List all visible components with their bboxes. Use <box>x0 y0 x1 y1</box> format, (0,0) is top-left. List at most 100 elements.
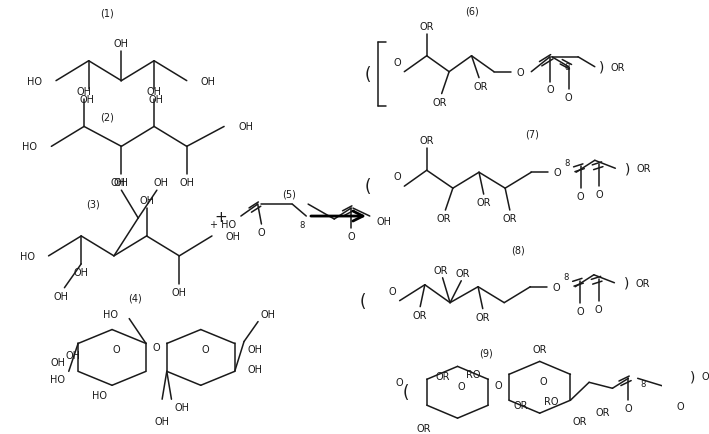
Text: O: O <box>113 345 121 355</box>
Text: OR: OR <box>513 400 528 410</box>
Text: OH: OH <box>261 309 276 319</box>
Text: O: O <box>546 84 554 94</box>
Text: OH: OH <box>74 267 89 277</box>
Text: OR: OR <box>701 372 709 381</box>
Text: OR: OR <box>503 214 517 224</box>
Text: RO: RO <box>467 369 481 379</box>
Text: O: O <box>595 304 603 314</box>
Text: O: O <box>389 286 396 296</box>
Text: ): ) <box>625 162 630 176</box>
Text: (6): (6) <box>464 7 479 17</box>
Text: OH: OH <box>247 345 262 355</box>
Text: OR: OR <box>637 164 652 174</box>
Text: O: O <box>393 172 401 182</box>
Text: +: + <box>214 209 227 224</box>
Text: OH: OH <box>226 231 241 241</box>
Text: OR: OR <box>417 423 431 433</box>
Text: ): ) <box>598 61 604 75</box>
Text: O: O <box>553 282 560 292</box>
Text: (1): (1) <box>101 9 114 19</box>
Text: (9): (9) <box>479 348 493 358</box>
Text: 8: 8 <box>640 379 646 388</box>
Text: HO: HO <box>50 375 65 385</box>
Text: OH: OH <box>238 122 253 132</box>
Text: OH: OH <box>148 94 164 104</box>
Text: OR: OR <box>436 214 451 224</box>
Text: OH: OH <box>79 94 94 104</box>
Text: HO: HO <box>92 390 107 400</box>
Text: O: O <box>393 58 401 68</box>
Text: OR: OR <box>476 197 491 207</box>
Text: + HO: + HO <box>210 220 236 230</box>
Text: OR: OR <box>413 310 428 320</box>
Text: OH: OH <box>155 416 169 426</box>
Text: O: O <box>201 345 209 355</box>
Text: OH: OH <box>114 39 129 49</box>
Text: (4): (4) <box>128 293 143 303</box>
Text: OR: OR <box>476 312 490 322</box>
Text: O: O <box>554 168 562 178</box>
Text: HO: HO <box>20 251 35 261</box>
Text: O: O <box>625 403 632 413</box>
Text: O: O <box>347 231 355 241</box>
Text: 8: 8 <box>564 158 569 168</box>
Text: HO: HO <box>103 309 118 319</box>
Text: O: O <box>516 68 524 78</box>
Text: (: ( <box>364 178 371 196</box>
Text: O: O <box>396 378 403 388</box>
Text: O: O <box>495 380 503 390</box>
Text: OR: OR <box>573 416 587 426</box>
Text: (8): (8) <box>511 245 525 255</box>
Text: HO: HO <box>27 76 42 86</box>
Text: (: ( <box>364 66 371 83</box>
Text: OR: OR <box>420 136 434 146</box>
Text: ): ) <box>690 369 696 384</box>
Text: OR: OR <box>432 97 447 107</box>
Text: (: ( <box>403 383 409 401</box>
Text: OR: OR <box>596 407 610 417</box>
Text: OH: OH <box>147 86 162 96</box>
Text: O: O <box>565 92 572 102</box>
Text: HO: HO <box>23 142 38 152</box>
Text: (7): (7) <box>525 129 539 139</box>
Text: (3): (3) <box>86 199 100 209</box>
Text: (5): (5) <box>282 189 296 199</box>
Text: OH: OH <box>77 86 91 96</box>
Text: O: O <box>677 401 684 411</box>
Text: OH: OH <box>66 351 81 361</box>
Text: O: O <box>576 306 584 316</box>
Text: (2): (2) <box>101 112 114 122</box>
Text: OH: OH <box>110 178 125 188</box>
Text: OH: OH <box>53 291 68 301</box>
Text: OH: OH <box>376 217 391 227</box>
Text: OR: OR <box>433 265 448 275</box>
Text: O: O <box>577 192 585 202</box>
Text: OH: OH <box>247 365 262 375</box>
Text: O: O <box>457 381 465 391</box>
Text: OR: OR <box>610 62 625 72</box>
Text: OH: OH <box>172 287 186 297</box>
Text: 8: 8 <box>299 220 304 229</box>
Text: O: O <box>257 227 265 237</box>
Text: OR: OR <box>435 372 450 381</box>
Text: OR: OR <box>474 82 488 92</box>
Text: OR: OR <box>420 22 434 32</box>
Text: OR: OR <box>532 345 547 355</box>
Text: OH: OH <box>179 178 194 188</box>
Text: O: O <box>596 190 603 200</box>
Text: OR: OR <box>636 278 650 288</box>
Text: OH: OH <box>153 178 168 188</box>
Text: OH: OH <box>114 178 129 188</box>
Text: (: ( <box>359 292 366 310</box>
Text: 8: 8 <box>563 273 569 282</box>
Text: OH: OH <box>201 76 216 86</box>
Text: O: O <box>152 343 160 353</box>
Text: ): ) <box>624 276 629 290</box>
Text: RO: RO <box>545 396 559 406</box>
Text: OH: OH <box>50 358 65 368</box>
Text: OH: OH <box>174 402 189 412</box>
Text: OH: OH <box>139 196 154 206</box>
Text: 8: 8 <box>564 63 569 72</box>
Text: O: O <box>540 376 547 386</box>
Text: OR: OR <box>456 268 470 278</box>
